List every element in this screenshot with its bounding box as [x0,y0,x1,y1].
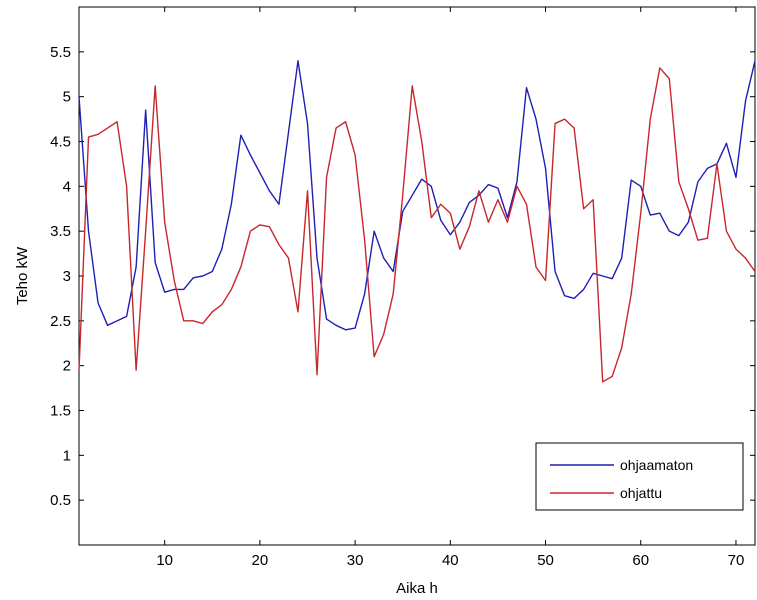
x-tick-label: 30 [347,552,364,569]
y-tick-label: 2.5 [50,313,71,330]
y-tick-label: 4 [63,178,71,195]
legend-label-ohjattu: ohjattu [620,485,662,501]
x-tick-label: 60 [632,552,649,569]
legend-label-ohjaamaton: ohjaamaton [620,457,693,473]
legend: ohjaamaton ohjattu [535,442,744,511]
y-tick-label: 5 [63,89,71,106]
x-tick-label: 20 [252,552,269,569]
x-tick-label: 50 [537,552,554,569]
y-tick-label: 4.5 [50,134,71,151]
y-tick-label: 3.5 [50,223,71,240]
y-tick-label: 1.5 [50,403,71,420]
y-tick-label: 0.5 [50,492,71,509]
y-tick-label: 2 [63,358,71,375]
y-tick-label: 3 [63,268,71,285]
legend-box [535,442,744,511]
series-line-ohjattu [78,67,756,383]
y-tick-label: 1 [63,447,71,464]
y-axis-label: Teho kW [14,246,31,305]
x-axis-label: Aika h [396,580,438,597]
x-tick-label: 10 [156,552,173,569]
tick-labels: 10 20 30 40 50 60 70 0.5 1 1.5 2 2.5 3 3.5 4 4.5 5 5.5 [50,44,744,569]
x-tick-label: 70 [728,552,745,569]
series-layer [78,60,756,383]
y-tick-label: 5.5 [50,44,71,61]
x-tick-label: 40 [442,552,459,569]
